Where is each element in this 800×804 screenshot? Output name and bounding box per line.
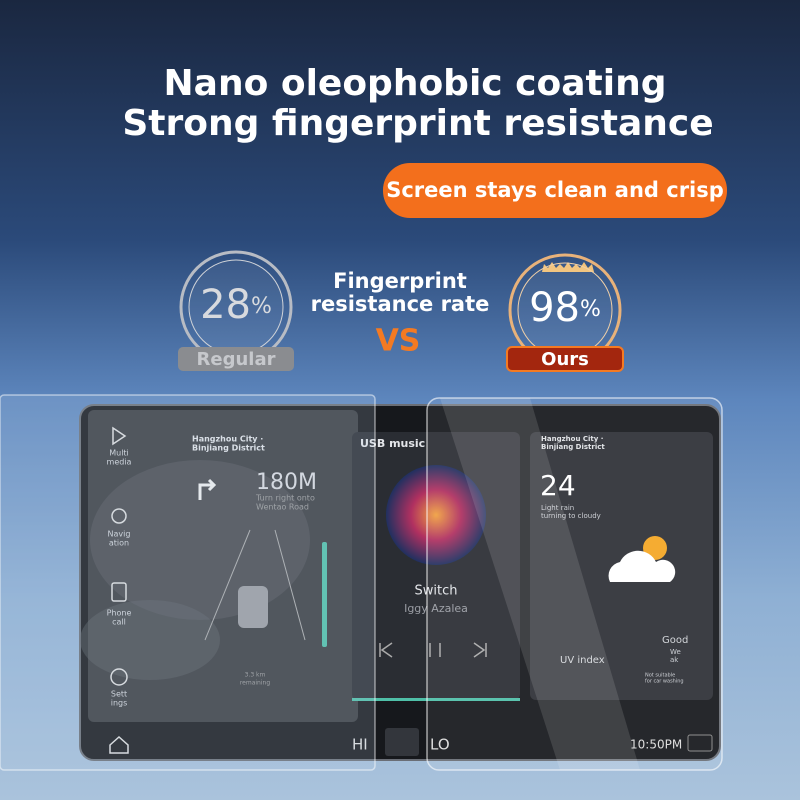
cloud [608,550,676,582]
song: Switch [415,584,458,599]
progress [322,542,327,647]
icon [111,508,127,524]
air-quality: Good [662,635,688,646]
location: Binjiang District [541,443,605,451]
controls [379,642,487,658]
sidebar-label: Multi [109,449,129,458]
remaining: 3.3 km [245,672,266,679]
car-wash: for car washing [645,679,684,685]
icon [112,426,127,446]
badge-text: Screen stays clean and crisp [386,178,724,202]
title: Strong fingerprint resistance [122,103,713,144]
smudge [90,460,310,620]
sidebar-label: Sett [111,690,127,699]
distance: 180M [256,470,317,495]
remaining: remaining [240,680,270,687]
smudge [80,600,220,680]
regular-value: 28% [200,282,272,328]
regular-label: Regular [197,349,276,370]
condition: turning to cloudy [541,512,601,520]
ours-value: 98% [529,285,601,331]
album-art [386,465,486,565]
metric: Fingerprint [333,269,467,293]
home-icon [109,735,129,754]
unit: % [251,294,272,319]
badge [383,163,727,218]
instruction: Turn right onto [255,494,315,503]
time: 10:50PM [630,738,682,752]
glass-regular [0,394,376,771]
crowns [542,262,594,272]
glare [440,398,640,770]
icon [110,668,128,686]
sidebar-label: ation [109,539,129,548]
instruction: Wentao Road [256,503,309,512]
glass-ours [426,397,723,771]
location: Hangzhou City · [541,435,603,443]
artist: Iggy Azalea [404,602,468,615]
sidebar-label: ings [111,699,128,708]
track-bar [352,698,520,701]
metric: resistance rate [311,292,490,316]
sidebar-label: Phone [107,609,132,618]
unit: % [580,297,601,322]
value: 98 [529,285,580,331]
uv-value: ak [670,656,679,664]
lane [204,529,306,641]
logo-box [687,734,713,752]
sidebar-label: Navig [108,530,131,539]
sun [643,536,667,560]
condition: Light rain [541,504,574,512]
music-source: USB music [360,437,425,450]
car [238,586,268,628]
ours-label: Ours [541,349,589,370]
sidebar-label: media [107,458,132,467]
climate-left: HI [352,736,368,754]
location: Binjiang District [192,444,265,453]
car-wash: Not suitable [645,673,675,679]
fan [385,728,419,756]
location: Hangzhou City · [192,435,263,444]
vs: VS [376,324,421,359]
icon [111,582,127,602]
sidebar-label: call [112,618,126,627]
temperature: 24 [540,469,576,502]
ours-pill [506,346,624,372]
title: Nano oleophobic coating [164,63,667,104]
uv-value: We [670,648,681,656]
climate-right: LO [430,736,450,754]
turn-arrow [198,478,217,500]
value: 28 [200,282,251,328]
uv-label: UV index [560,655,605,666]
regular-pill [178,347,294,371]
